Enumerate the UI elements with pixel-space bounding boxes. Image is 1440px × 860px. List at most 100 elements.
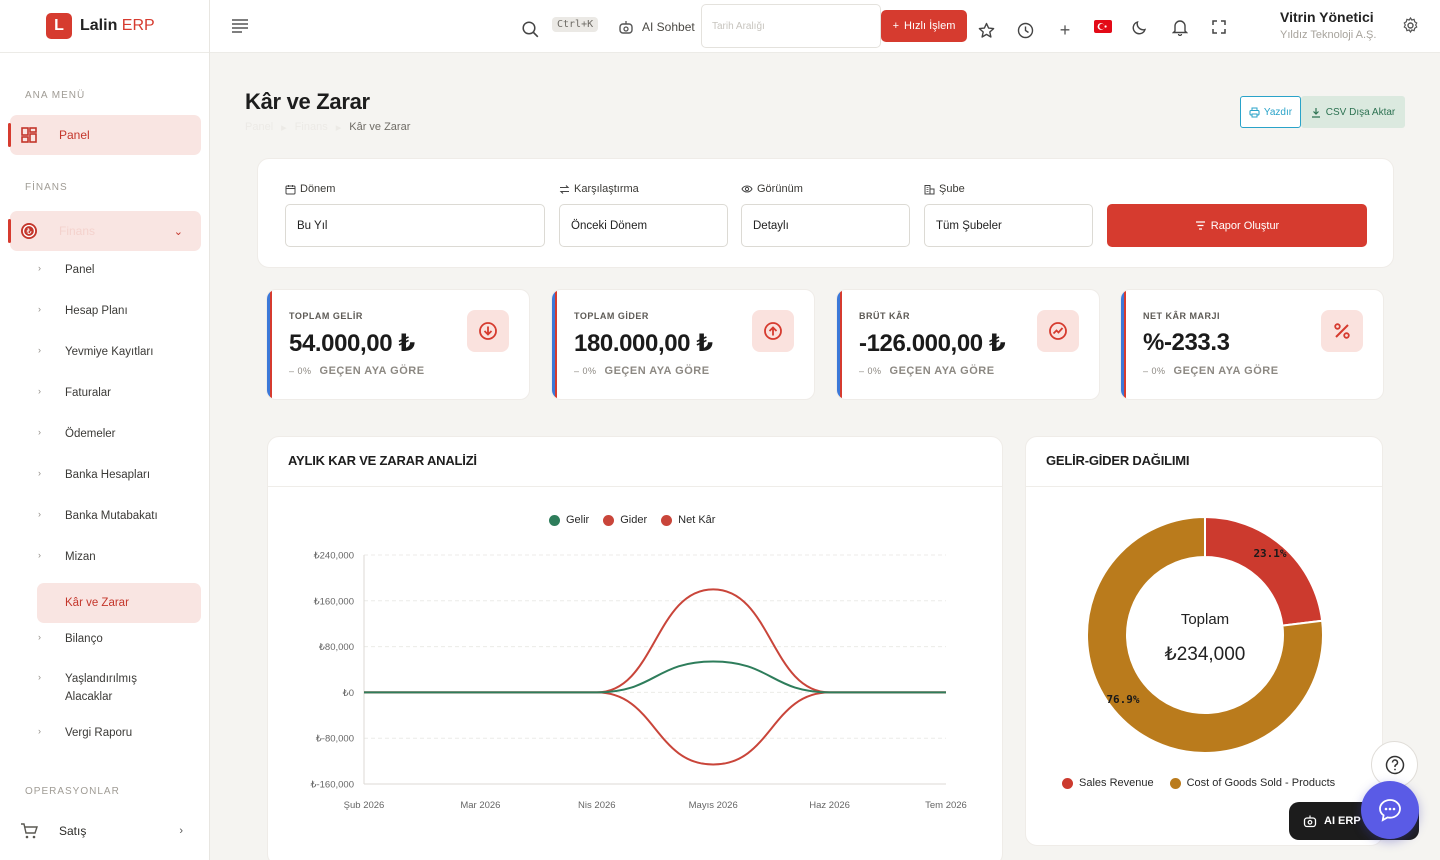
x-tick-label: Şub 2026 (344, 800, 385, 811)
menu-toggle-icon[interactable] (230, 16, 250, 36)
donut-slice-0 (1204, 515, 1324, 627)
stat-card-net-margin: NET KÂR MARJI %-233.3 – 0% GEÇEN AYA GÖRE (1120, 289, 1384, 400)
sidebar-subitem-1[interactable]: › Hesap Planı (37, 302, 201, 320)
sidebar-subitem-0[interactable]: › Panel (37, 261, 201, 279)
dark-mode-icon[interactable] (1130, 17, 1150, 37)
csv-export-button[interactable]: CSV Dışa Aktar (1301, 96, 1405, 128)
period-select[interactable]: Bu Yıl (285, 204, 545, 247)
sidebar-subitem-2[interactable]: › Yevmiye Kayıtları (37, 343, 201, 361)
stat-card-total-income: TOPLAM GELİR 54.000,00 ₺ – 0% GEÇEN AYA G… (266, 289, 530, 400)
chat-bubble-icon (1379, 799, 1401, 822)
legend-item-gider[interactable]: Gider (603, 514, 647, 526)
view-label: Görünüm (741, 183, 803, 195)
donut-percent-label: 23.1% (1253, 547, 1286, 560)
quick-action-button[interactable]: + Hızlı İşlem (881, 10, 967, 42)
compare-select[interactable]: Önceki Dönem (559, 204, 728, 247)
sidebar-item-panel[interactable]: Panel (8, 115, 201, 155)
robot-icon (1303, 815, 1317, 828)
sidebar-subitem-10[interactable]: › Yaşlandırılmış Alacaklar (37, 670, 201, 706)
chevron-down-icon: ⌄ (173, 225, 183, 238)
calendar-icon (285, 184, 296, 194)
add-icon[interactable]: + (1059, 19, 1071, 40)
sidebar-subitem-8[interactable]: ›Kâr ve Zarar (37, 583, 201, 623)
sidebar-subitem-label: Hesap Planı (65, 305, 128, 317)
sidebar-subitem-label: Banka Hesapları (65, 469, 151, 481)
user-profile[interactable]: Vitrin Yönetici Yıldız Teknoloji A.Ş. (1280, 9, 1376, 41)
chart-legend: Gelir Gider Net Kâr (549, 514, 715, 526)
branch-label: Şube (924, 183, 965, 195)
y-tick-label: ₺-160,000 (310, 780, 354, 791)
x-tick-label: Tem 2026 (925, 800, 967, 811)
donut-chart: 23.1% 76.9% (1086, 515, 1324, 754)
series-line-2 (363, 691, 946, 766)
sidebar-subitem-label: Vergi Raporu (65, 727, 133, 739)
chevron-right-icon: › (38, 726, 41, 736)
legend-item-gelir[interactable]: Gelir (549, 514, 589, 526)
stat-label: TOPLAM GİDER (574, 311, 649, 321)
view-select[interactable]: Detaylı (741, 204, 910, 247)
sidebar-subitem-5[interactable]: › Banka Hesapları (37, 466, 201, 484)
stat-value: 54.000,00 ₺ (289, 330, 415, 357)
fullscreen-icon[interactable] (1209, 17, 1229, 37)
donut-legend: Sales Revenue Cost of Goods Sold - Produ… (1062, 777, 1335, 789)
sidebar-subitem-4[interactable]: › Ödemeler (37, 425, 201, 443)
branch-select[interactable]: Tüm Şubeler (924, 204, 1093, 247)
sidebar-item-label: Panel (59, 128, 90, 142)
breadcrumb-separator: ▸ (335, 122, 342, 134)
breadcrumb-item[interactable]: Finans (294, 121, 328, 133)
stat-change: – 0% GEÇEN AYA GÖRE (574, 365, 710, 377)
print-button[interactable]: Yazdır (1240, 96, 1301, 128)
chevron-right-icon: › (38, 386, 41, 396)
legend-item-cogs[interactable]: Cost of Goods Sold - Products (1169, 777, 1335, 789)
sidebar-subitem-7[interactable]: › Mizan (37, 548, 201, 566)
section-label-finance: FİNANS (25, 182, 68, 193)
shortcut-hint: Ctrl+K (552, 17, 599, 32)
sidebar-subitem-6[interactable]: › Banka Mutabakatı (37, 507, 201, 525)
settings-icon[interactable] (1400, 15, 1420, 35)
turkey-flag-icon[interactable] (1093, 18, 1113, 34)
cart-icon (20, 822, 38, 840)
sidebar-item-finans[interactable]: ₺ Finans ⌄ (8, 211, 201, 251)
brand[interactable]: L Lalin ERP (0, 0, 209, 53)
sidebar-subitem-label: Yevmiye Kayıtları (65, 346, 154, 358)
sidebar-subitem-3[interactable]: › Faturalar (37, 384, 201, 402)
chat-fab-button[interactable] (1361, 781, 1419, 839)
stat-label: NET KÂR MARJI (1143, 311, 1221, 321)
donut-center-label: Toplam (1180, 611, 1230, 628)
history-icon[interactable] (1015, 20, 1035, 40)
sidebar-subitem-label: Ödemeler (65, 428, 116, 440)
brand-name: Lalin ERP (80, 17, 155, 34)
star-icon[interactable] (976, 20, 996, 40)
donut-slice-1 (1086, 515, 1324, 754)
sidebar-subitem-label: Panel (65, 264, 95, 276)
income-expense-distribution-card: GELİR-GİDER DAĞILIMI 23.1% 76.9% Toplam ₺… (1025, 436, 1383, 846)
section-label-ops: OPERASYONLAR (25, 786, 120, 797)
search-icon[interactable] (520, 19, 540, 39)
series-line-0 (363, 660, 946, 694)
date-range-input[interactable]: Tarih Aralığı (701, 4, 881, 48)
line-chart: ₺240,000 ₺160,000 ₺80,000 ₺0 ₺-80,000 ₺-160,0… (310, 551, 967, 812)
svg-text:₺: ₺ (26, 227, 31, 236)
breadcrumb-item[interactable]: Panel (245, 121, 274, 133)
ai-chat-button[interactable]: AI Sohbet (618, 17, 695, 37)
chevron-right-icon: › (38, 509, 41, 519)
filter-card: Dönem Bu Yıl Karşılaştırma Önceki Dönem … (257, 158, 1394, 268)
generate-report-button[interactable]: Rapor Oluştur (1107, 204, 1367, 247)
legend-item-sales-revenue[interactable]: Sales Revenue (1062, 777, 1154, 789)
robot-icon (619, 21, 633, 34)
sidebar-subitem-11[interactable]: › Vergi Raporu (37, 724, 201, 742)
chevron-right-icon: › (38, 263, 41, 273)
stat-label: TOPLAM GELİR (289, 311, 363, 321)
bell-icon[interactable] (1170, 17, 1190, 37)
chevron-right-icon: › (38, 427, 41, 437)
sidebar-item-satis[interactable]: Satış › (10, 811, 201, 851)
sidebar-subitem-9[interactable]: › Bilanço (37, 630, 201, 648)
legend-item-net[interactable]: Net Kâr (661, 514, 715, 526)
sidebar-subitem-label: Faturalar (65, 387, 112, 399)
x-tick-label: Mar 2026 (460, 800, 500, 811)
y-tick-label: ₺160,000 (314, 596, 354, 607)
help-button[interactable] (1371, 741, 1418, 788)
sidebar-subitem-label: Banka Mutabakatı (65, 510, 158, 522)
dashboard-icon (20, 126, 38, 144)
sidebar-item-label: Satış (59, 824, 87, 838)
